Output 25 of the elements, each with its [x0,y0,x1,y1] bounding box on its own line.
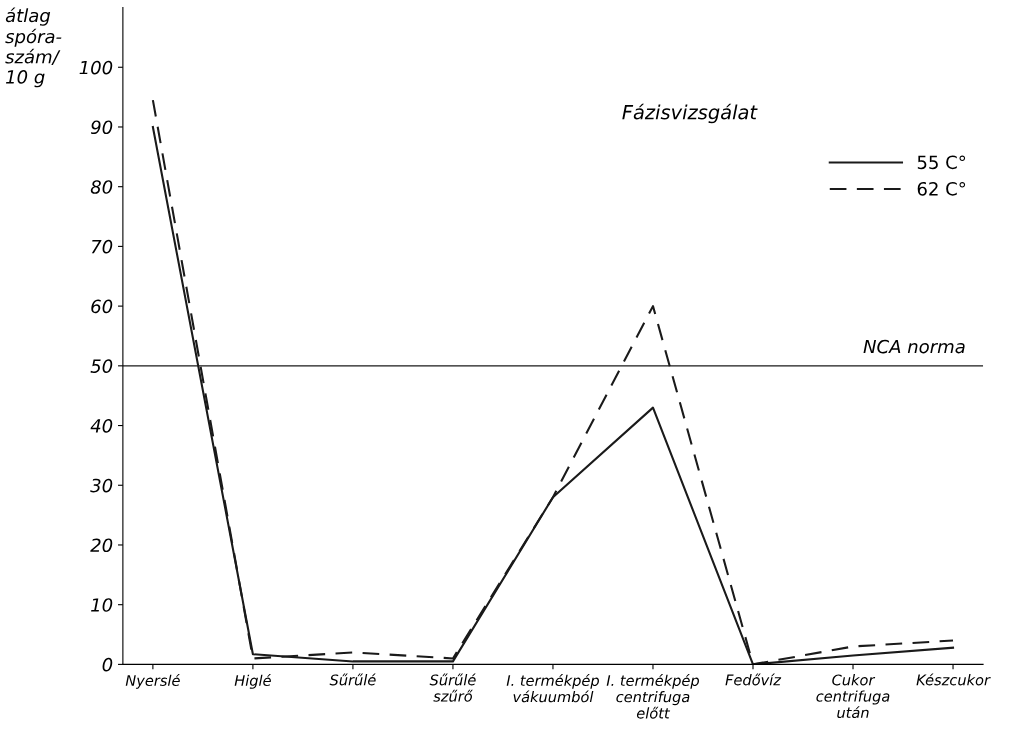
x-tick-label: Cukor centrifuga után [816,674,890,719]
x-tick-label: Sűrűlé szűrő [429,673,476,702]
legend-label: 55 C° [917,155,966,170]
y-tick-label: 10 [91,598,113,612]
x-tick-label: Készcukor [916,673,991,686]
y-tick-label: 70 [91,239,113,254]
x-tick-label: I. termékpép vákuumból [506,674,599,703]
y-tick-label: 0 [102,657,113,672]
y-tick-label: 90 [90,120,113,135]
y-tick-label: 80 [90,180,113,194]
y-tick-label: 60 [91,299,113,314]
ref-line-label: NCA norma [863,339,965,354]
x-tick-label: Nyerslé [125,674,180,689]
y-tick-label: 40 [90,419,113,433]
legend-label: 62 C° [917,181,966,196]
y-tick-label: 50 [90,359,113,373]
y-axis-title: átlag spóra- szám/ 10 g [5,7,62,88]
y-tick-label: 100 [79,60,113,75]
y-tick-label: 20 [90,538,113,553]
annotation: Fázisvizsgálat [622,103,758,124]
x-tick-label: Sűrűlé [329,673,376,686]
x-tick-label: Higlé [234,674,271,689]
x-tick-label: Fedővíz [725,673,782,686]
x-tick-label: I. termékpép centrifuga előtt [606,674,699,719]
y-tick-label: 30 [90,478,113,493]
